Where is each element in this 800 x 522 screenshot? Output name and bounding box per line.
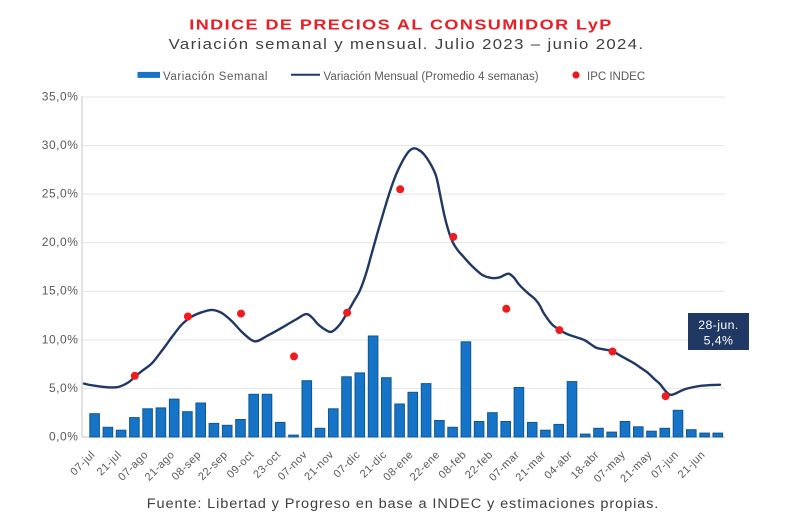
svg-text:10,0%: 10,0% [42,332,79,346]
svg-text:5,0%: 5,0% [49,381,79,395]
svg-text:Variación semanal y mensual. J: Variación semanal y mensual. Julio 2023 … [169,37,645,53]
svg-text:0,0%: 0,0% [49,429,79,443]
svg-text:25,0%: 25,0% [42,187,79,201]
svg-text:Fuente: Libertad y Progreso en: Fuente: Libertad y Progreso en base a IN… [147,496,659,511]
svg-text:20,0%: 20,0% [42,235,79,249]
svg-text:28-jun.: 28-jun. [698,318,738,332]
svg-text:15,0%: 15,0% [42,284,79,298]
svg-text:IPC INDEC: IPC INDEC [587,71,645,83]
svg-text:35,0%: 35,0% [42,89,79,103]
svg-text:5,4%: 5,4% [704,334,734,348]
svg-text:30,0%: 30,0% [42,138,79,152]
svg-text:Variación Mensual (Promedio 4: Variación Mensual (Promedio 4 semanas) [324,71,539,83]
svg-text:Variación Semanal: Variación Semanal [163,71,268,83]
svg-text:INDICE DE PRECIOS AL CONSUMIDO: INDICE DE PRECIOS AL CONSUMIDOR LyP [189,16,613,33]
